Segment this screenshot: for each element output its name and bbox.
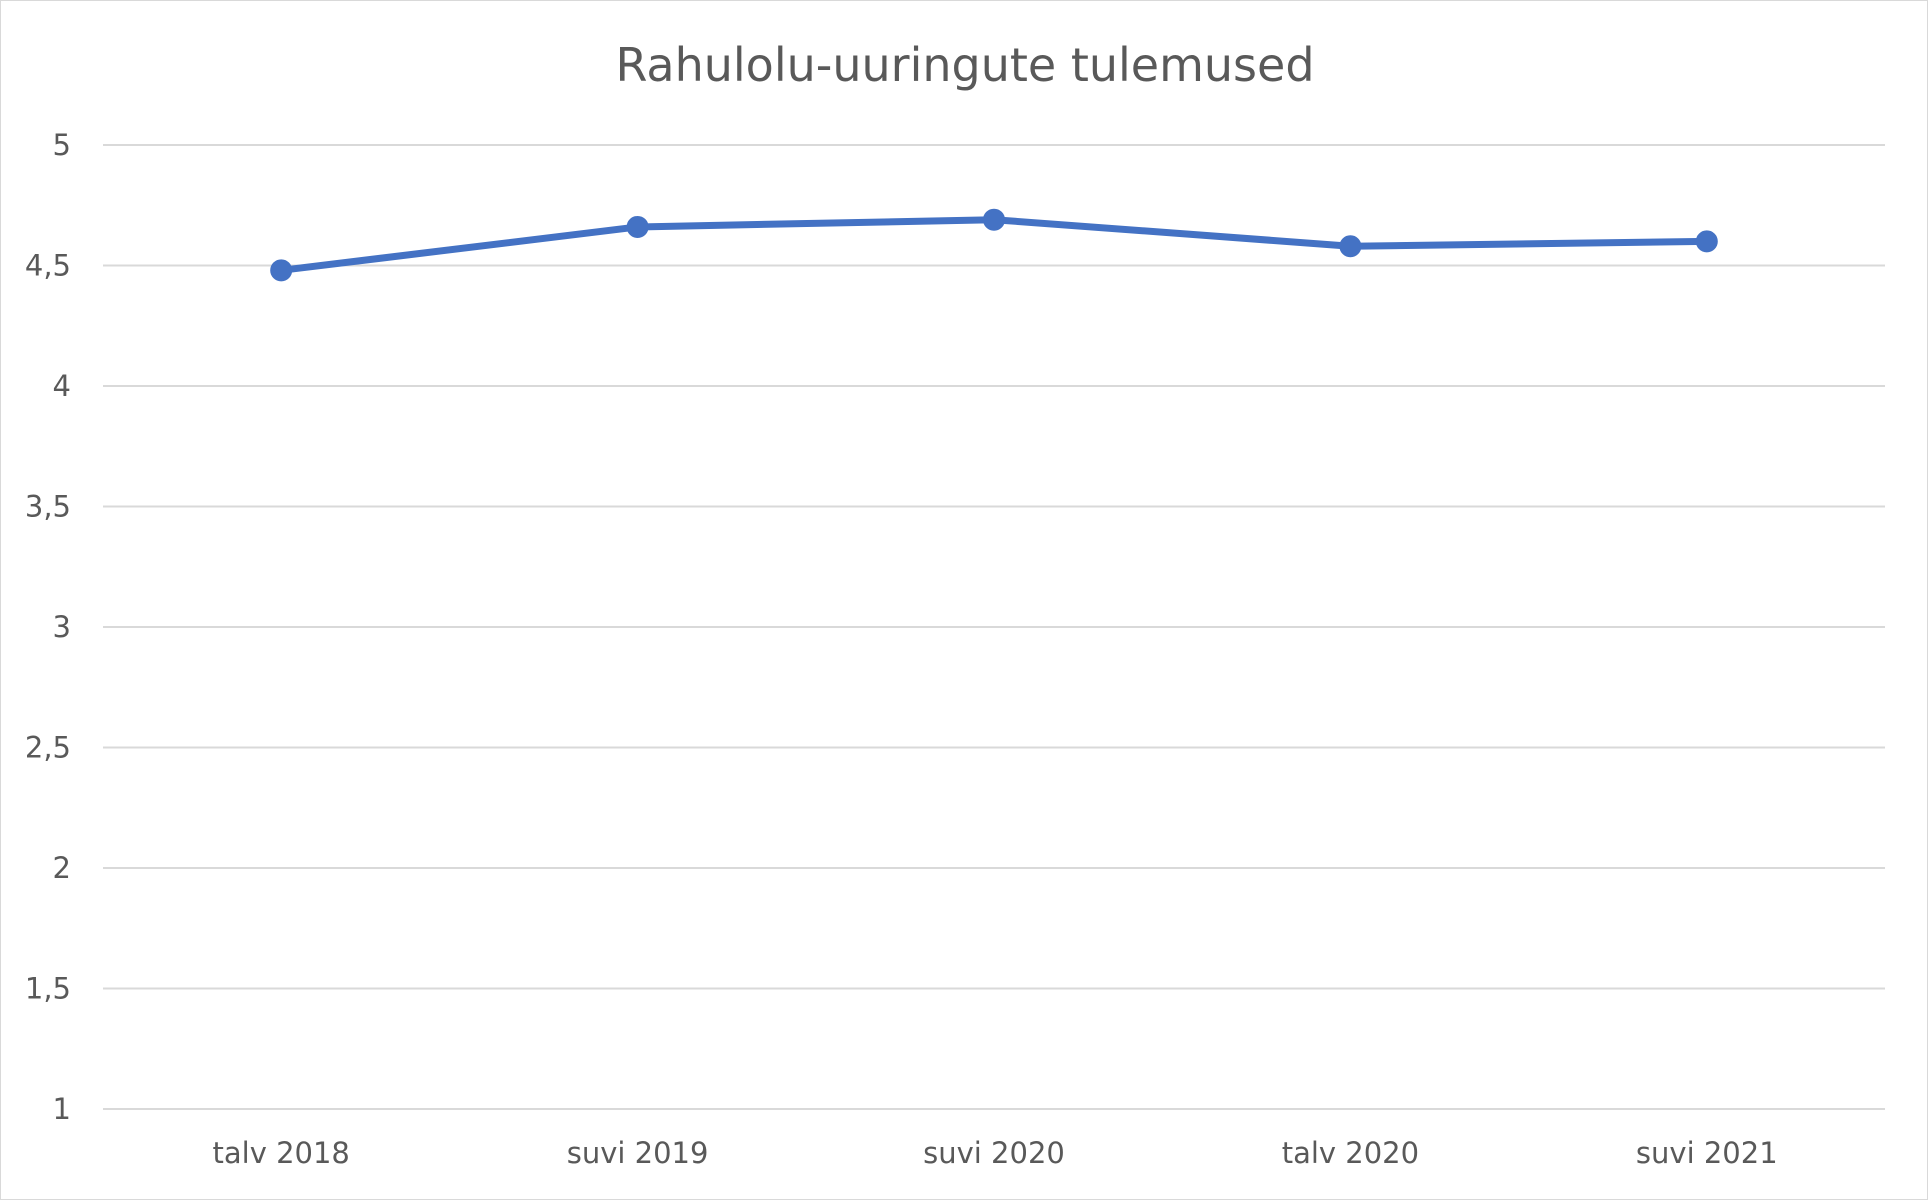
y-tick-label: 1,5 — [25, 972, 71, 1006]
x-tick-label: suvi 2021 — [1636, 1136, 1778, 1170]
y-axis-labels: 5 4,5 4 3,5 3 2,5 2 1,5 1 — [25, 128, 71, 1126]
x-tick-label: talv 2020 — [1282, 1136, 1419, 1170]
series-line — [270, 208, 1718, 282]
data-point — [1695, 230, 1718, 253]
x-tick-label: suvi 2019 — [567, 1136, 709, 1170]
data-point — [1339, 235, 1362, 258]
y-tick-label: 3,5 — [25, 490, 71, 524]
y-tick-label: 1 — [53, 1092, 71, 1126]
y-tick-label: 5 — [53, 128, 71, 162]
x-tick-label: suvi 2020 — [923, 1136, 1065, 1170]
x-axis-labels: talv 2018 suvi 2019 suvi 2020 talv 2020 suvi… — [213, 1136, 1778, 1170]
data-point — [983, 208, 1005, 231]
data-point — [626, 215, 649, 238]
x-tick-label: talv 2018 — [213, 1136, 350, 1170]
y-tick-label: 2 — [53, 851, 71, 885]
data-point — [270, 259, 293, 282]
chart-title: Rahulolu-uuringute tulemused — [615, 38, 1314, 92]
y-tick-label: 4,5 — [25, 249, 71, 283]
gridlines — [103, 144, 1885, 1110]
y-tick-label: 4 — [53, 369, 71, 403]
y-tick-label: 2,5 — [25, 731, 71, 765]
y-tick-label: 3 — [53, 610, 71, 644]
